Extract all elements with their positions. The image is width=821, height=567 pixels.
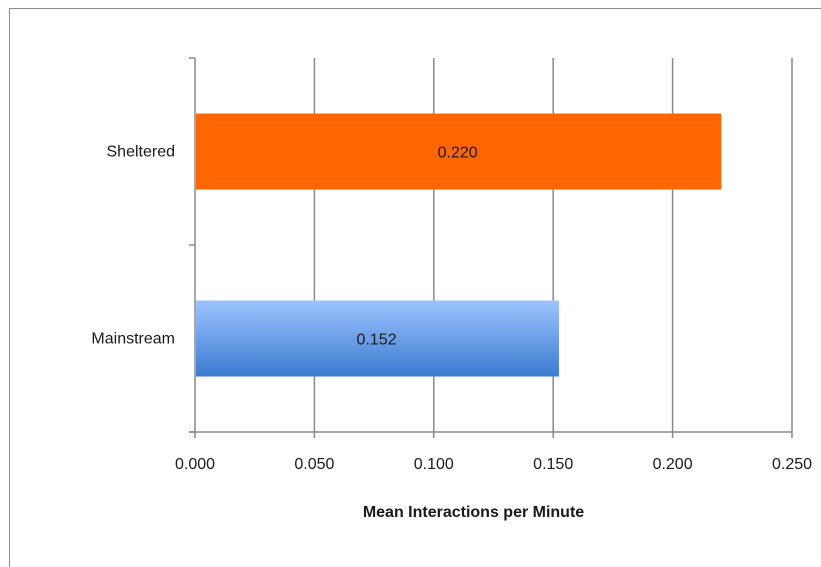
x-tick-label: 0.200 (653, 456, 693, 473)
bars (196, 113, 722, 377)
chart-frame (9, 8, 821, 567)
y-category-label: Mainstream (91, 331, 175, 348)
bar-data-label: 0.152 (356, 332, 396, 349)
labels: 0.000 0.050 0.100 0.150 0.200 0.250 Sheltered 0… (91, 144, 812, 474)
y-category-label: Sheltered (107, 144, 176, 161)
x-tick-label: 0.000 (175, 456, 215, 473)
x-axis-title: Mean Interactions per Minute (363, 504, 584, 521)
axes (189, 57, 793, 438)
x-tick-label: 0.150 (533, 456, 573, 473)
bar-mainstream (196, 300, 559, 377)
x-tick-label: 0.100 (414, 456, 454, 473)
x-tick-label: 0.050 (294, 456, 334, 473)
bar-sheltered (196, 113, 722, 190)
x-tick-label: 0.250 (772, 456, 812, 473)
bar-data-label: 0.220 (438, 145, 478, 162)
